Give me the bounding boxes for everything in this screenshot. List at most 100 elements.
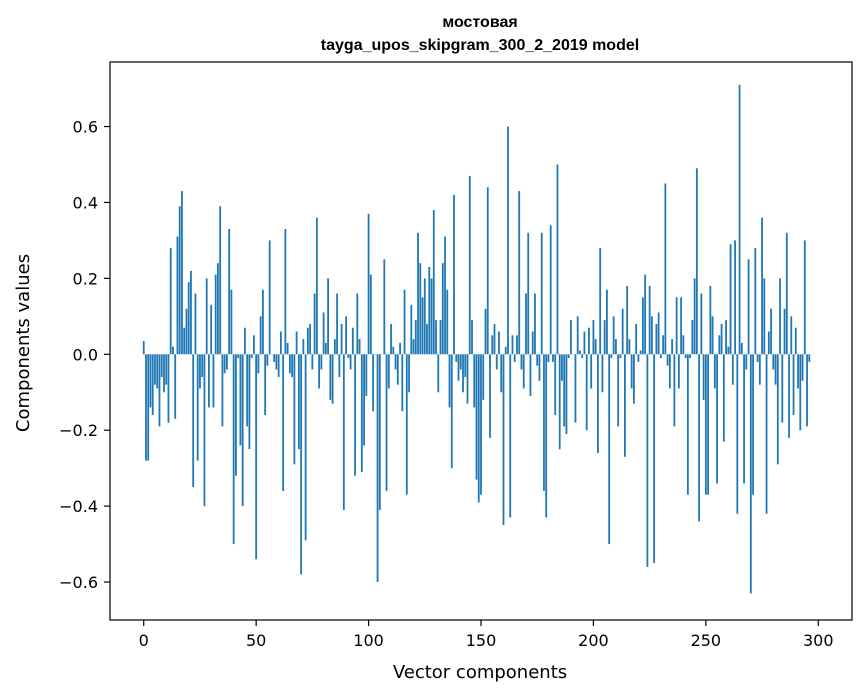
bar-283: [779, 278, 781, 355]
bar-223: [644, 274, 647, 355]
bar-65: [288, 354, 291, 374]
bar-47: [248, 354, 251, 450]
bar-36: [223, 354, 226, 374]
bar-63: [284, 229, 287, 355]
bar-54: [264, 354, 267, 416]
bar-239: [680, 297, 683, 355]
y-tick-label: −0.4: [59, 497, 98, 516]
bar-201: [594, 339, 597, 355]
bar-195: [581, 354, 584, 359]
bar-10: [165, 354, 168, 385]
bar-62: [282, 354, 285, 491]
chart-subtitle: tayga_upos_skipgram_300_2_2019 model: [321, 37, 639, 54]
bar-286: [785, 232, 788, 355]
bar-133: [441, 263, 444, 355]
y-tick-label: 0.0: [73, 345, 98, 364]
bar-100: [367, 213, 370, 355]
bar-161: [504, 346, 507, 355]
bar-126: [426, 323, 428, 355]
bar-220: [637, 354, 640, 362]
bar-132: [439, 320, 442, 355]
bar-231: [662, 335, 665, 355]
bar-159: [500, 354, 503, 393]
bar-168: [520, 354, 523, 370]
bar-296: [808, 354, 811, 362]
bar-70: [300, 354, 303, 575]
bar-69: [297, 354, 300, 450]
bar-244: [691, 320, 694, 355]
bar-64: [286, 342, 289, 355]
bar-12: [169, 248, 172, 355]
bar-104: [376, 354, 379, 583]
bar-279: [770, 308, 772, 355]
bar-55: [266, 354, 269, 366]
bar-285: [783, 308, 786, 355]
bar-178: [543, 354, 545, 491]
bar-107: [383, 259, 386, 355]
bar-188: [565, 354, 568, 434]
bar-214: [624, 354, 626, 457]
bar-194: [579, 350, 581, 355]
bar-238: [677, 354, 680, 389]
bar-116: [403, 289, 406, 355]
bar-202: [597, 354, 599, 453]
bar-271: [752, 354, 754, 495]
bar-179: [545, 354, 548, 518]
bar-41: [235, 354, 237, 476]
bar-215: [626, 285, 629, 355]
bar-282: [776, 354, 779, 465]
bar-78: [318, 354, 321, 389]
bar-211: [617, 354, 620, 427]
bar-166: [516, 335, 518, 355]
y-tick-label: −0.2: [59, 421, 98, 440]
y-axis-ticks: −0.6 −0.4 −0.2 0.0 0.2 0.4 0.6: [59, 118, 110, 592]
bar-101: [369, 274, 372, 355]
bar-206: [606, 289, 608, 355]
bar-39: [230, 289, 233, 355]
bar-92: [349, 354, 352, 370]
bar-31: [212, 354, 215, 408]
bar-59: [275, 354, 278, 370]
bar-265: [738, 84, 741, 355]
bar-139: [455, 354, 458, 362]
bar-4: [151, 354, 154, 416]
bar-91: [347, 354, 350, 359]
bar-268: [745, 354, 748, 370]
bar-43: [239, 354, 242, 446]
bar-94: [354, 354, 356, 476]
bar-86: [336, 293, 338, 355]
bar-131: [437, 354, 440, 393]
bar-40: [232, 354, 235, 545]
bar-253: [711, 316, 714, 355]
bar-221: [639, 350, 642, 355]
bar-29: [208, 354, 210, 408]
bar-264: [736, 354, 739, 514]
y-axis-label: Components values: [13, 254, 34, 432]
bar-5: [154, 354, 156, 385]
bar-6: [156, 354, 159, 389]
bar-162: [507, 126, 509, 355]
bar-125: [423, 278, 426, 355]
x-tick-label: 0: [139, 631, 149, 650]
bar-254: [713, 354, 716, 389]
bar-2: [147, 354, 150, 461]
bar-200: [592, 320, 595, 355]
bar-156: [493, 323, 496, 355]
bar-88: [340, 323, 343, 355]
bar-163: [509, 354, 512, 518]
bar-95: [356, 293, 359, 355]
bar-87: [338, 354, 341, 378]
bar-1: [145, 354, 147, 461]
bar-259: [725, 320, 727, 355]
bar-295: [806, 354, 808, 427]
bar-28: [205, 278, 208, 355]
bar-257: [720, 323, 723, 355]
bar-121: [414, 320, 417, 355]
bar-192: [574, 354, 577, 423]
bar-174: [534, 293, 536, 355]
bar-169: [522, 354, 525, 389]
bar-270: [749, 354, 752, 594]
bar-210: [615, 339, 617, 355]
bar-11: [167, 354, 170, 423]
bar-73: [306, 327, 309, 355]
